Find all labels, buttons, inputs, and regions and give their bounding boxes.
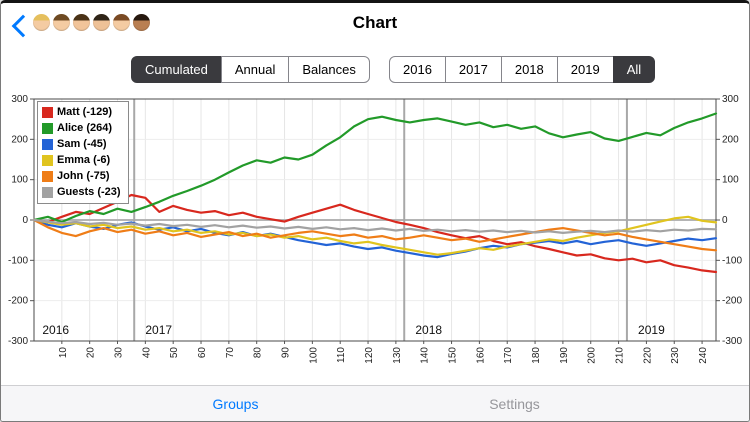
legend-swatch [42,171,53,182]
svg-text:200: 200 [587,347,598,364]
legend-label: John (-75) [57,170,110,182]
series-line-john [32,218,718,252]
svg-text:-200: -200 [722,296,742,307]
player-avatars [33,14,150,31]
mode-segmented-control-option-balances[interactable]: Balances [288,56,370,83]
controls-row: Cumulated Annual Balances 2016 2017 2018 2019… [1,56,749,86]
svg-text:120: 120 [364,347,375,364]
period-segmented-control-option-all[interactable]: All [612,56,656,83]
svg-text:70: 70 [225,347,236,359]
svg-text:150: 150 [448,347,459,364]
year-label-2016: 2016 [42,323,69,337]
legend-swatch [42,155,53,166]
legend-label: Sam (-45) [57,138,107,150]
legend-item-sam: Sam (-45) [42,137,121,152]
svg-text:40: 40 [141,347,152,359]
avatar-player-2[interactable] [53,14,70,31]
svg-text:210: 210 [615,347,626,364]
svg-text:0: 0 [722,215,728,226]
svg-text:10: 10 [58,347,69,359]
svg-text:30: 30 [114,347,125,359]
svg-text:180: 180 [531,347,542,364]
legend-item-matt: Matt (-129) [42,105,121,120]
legend-item-guests: Guests (-23) [42,185,121,200]
svg-text:200: 200 [11,134,28,145]
legend-swatch [42,107,53,118]
svg-text:80: 80 [253,347,264,359]
period-segmented-control: 2016 2017 2018 2019 All [389,56,656,83]
svg-text:20: 20 [86,347,97,359]
series-line-sam [32,218,718,259]
svg-text:-100: -100 [8,255,28,266]
tab-bar: Groups Settings [1,385,749,421]
svg-text:-300: -300 [722,336,742,347]
legend-label: Matt (-129) [57,106,113,118]
svg-text:140: 140 [420,347,431,364]
svg-text:230: 230 [670,347,681,364]
mode-segmented-control-option-cumulated[interactable]: Cumulated [131,56,222,83]
svg-text:50: 50 [169,347,180,359]
series-line-alice [32,112,718,224]
period-segmented-control-option-2016[interactable]: 2016 [389,56,446,83]
avatar-player-1[interactable] [33,14,50,31]
svg-text:-100: -100 [722,255,742,266]
svg-text:60: 60 [197,347,208,359]
year-label-2018: 2018 [415,323,442,337]
svg-text:170: 170 [503,347,514,364]
avatar-player-3[interactable] [73,14,90,31]
legend-swatch [42,123,53,134]
svg-text:110: 110 [336,347,347,363]
svg-text:100: 100 [722,175,739,186]
chart-legend: Matt (-129) Alice (264) Sam (-45) Emma (-6)… [37,101,129,204]
legend-item-alice: Alice (264) [42,121,121,136]
svg-text:100: 100 [308,347,319,364]
avatar-player-5[interactable] [113,14,130,31]
legend-swatch [42,187,53,198]
series-line-guests [32,218,718,234]
period-segmented-control-option-2019[interactable]: 2019 [556,56,614,83]
legend-label: Guests (-23) [57,186,121,198]
svg-text:-200: -200 [8,296,28,307]
year-label-2017: 2017 [145,323,172,337]
legend-label: Emma (-6) [57,154,111,166]
series-line-emma [32,215,718,256]
svg-text:100: 100 [11,175,28,186]
legend-item-john: John (-75) [42,169,121,184]
svg-text:90: 90 [281,347,292,359]
svg-text:0: 0 [22,215,28,226]
navigation-bar: Chart [1,3,749,51]
page-title: Chart [352,13,398,32]
period-segmented-control-option-2017[interactable]: 2017 [444,56,502,83]
svg-text:160: 160 [475,347,486,364]
legend-item-emma: Emma (-6) [42,153,121,168]
legend-swatch [42,139,53,150]
tab-settings[interactable]: Settings [489,395,540,412]
avatar-player-4[interactable] [93,14,110,31]
avatar-player-6[interactable] [133,14,150,31]
svg-text:300: 300 [722,94,739,105]
series-line-matt [32,193,718,274]
mode-segmented-control: Cumulated Annual Balances [131,56,370,83]
svg-text:300: 300 [11,94,28,105]
period-segmented-control-option-2018[interactable]: 2018 [500,56,558,83]
chart-area: 10 20 30 40 50 60 70 80 90 100 110 120 130 140 150 160 1… [1,91,749,376]
tab-groups[interactable]: Groups [212,395,259,412]
mode-segmented-control-option-annual[interactable]: Annual [220,56,290,83]
legend-label: Alice (264) [57,122,113,134]
svg-text:200: 200 [722,134,739,145]
svg-text:240: 240 [698,347,709,364]
svg-text:220: 220 [642,347,653,364]
svg-text:130: 130 [392,347,403,364]
year-label-2019: 2019 [638,323,665,337]
svg-text:190: 190 [559,347,570,364]
svg-text:-300: -300 [8,336,28,347]
